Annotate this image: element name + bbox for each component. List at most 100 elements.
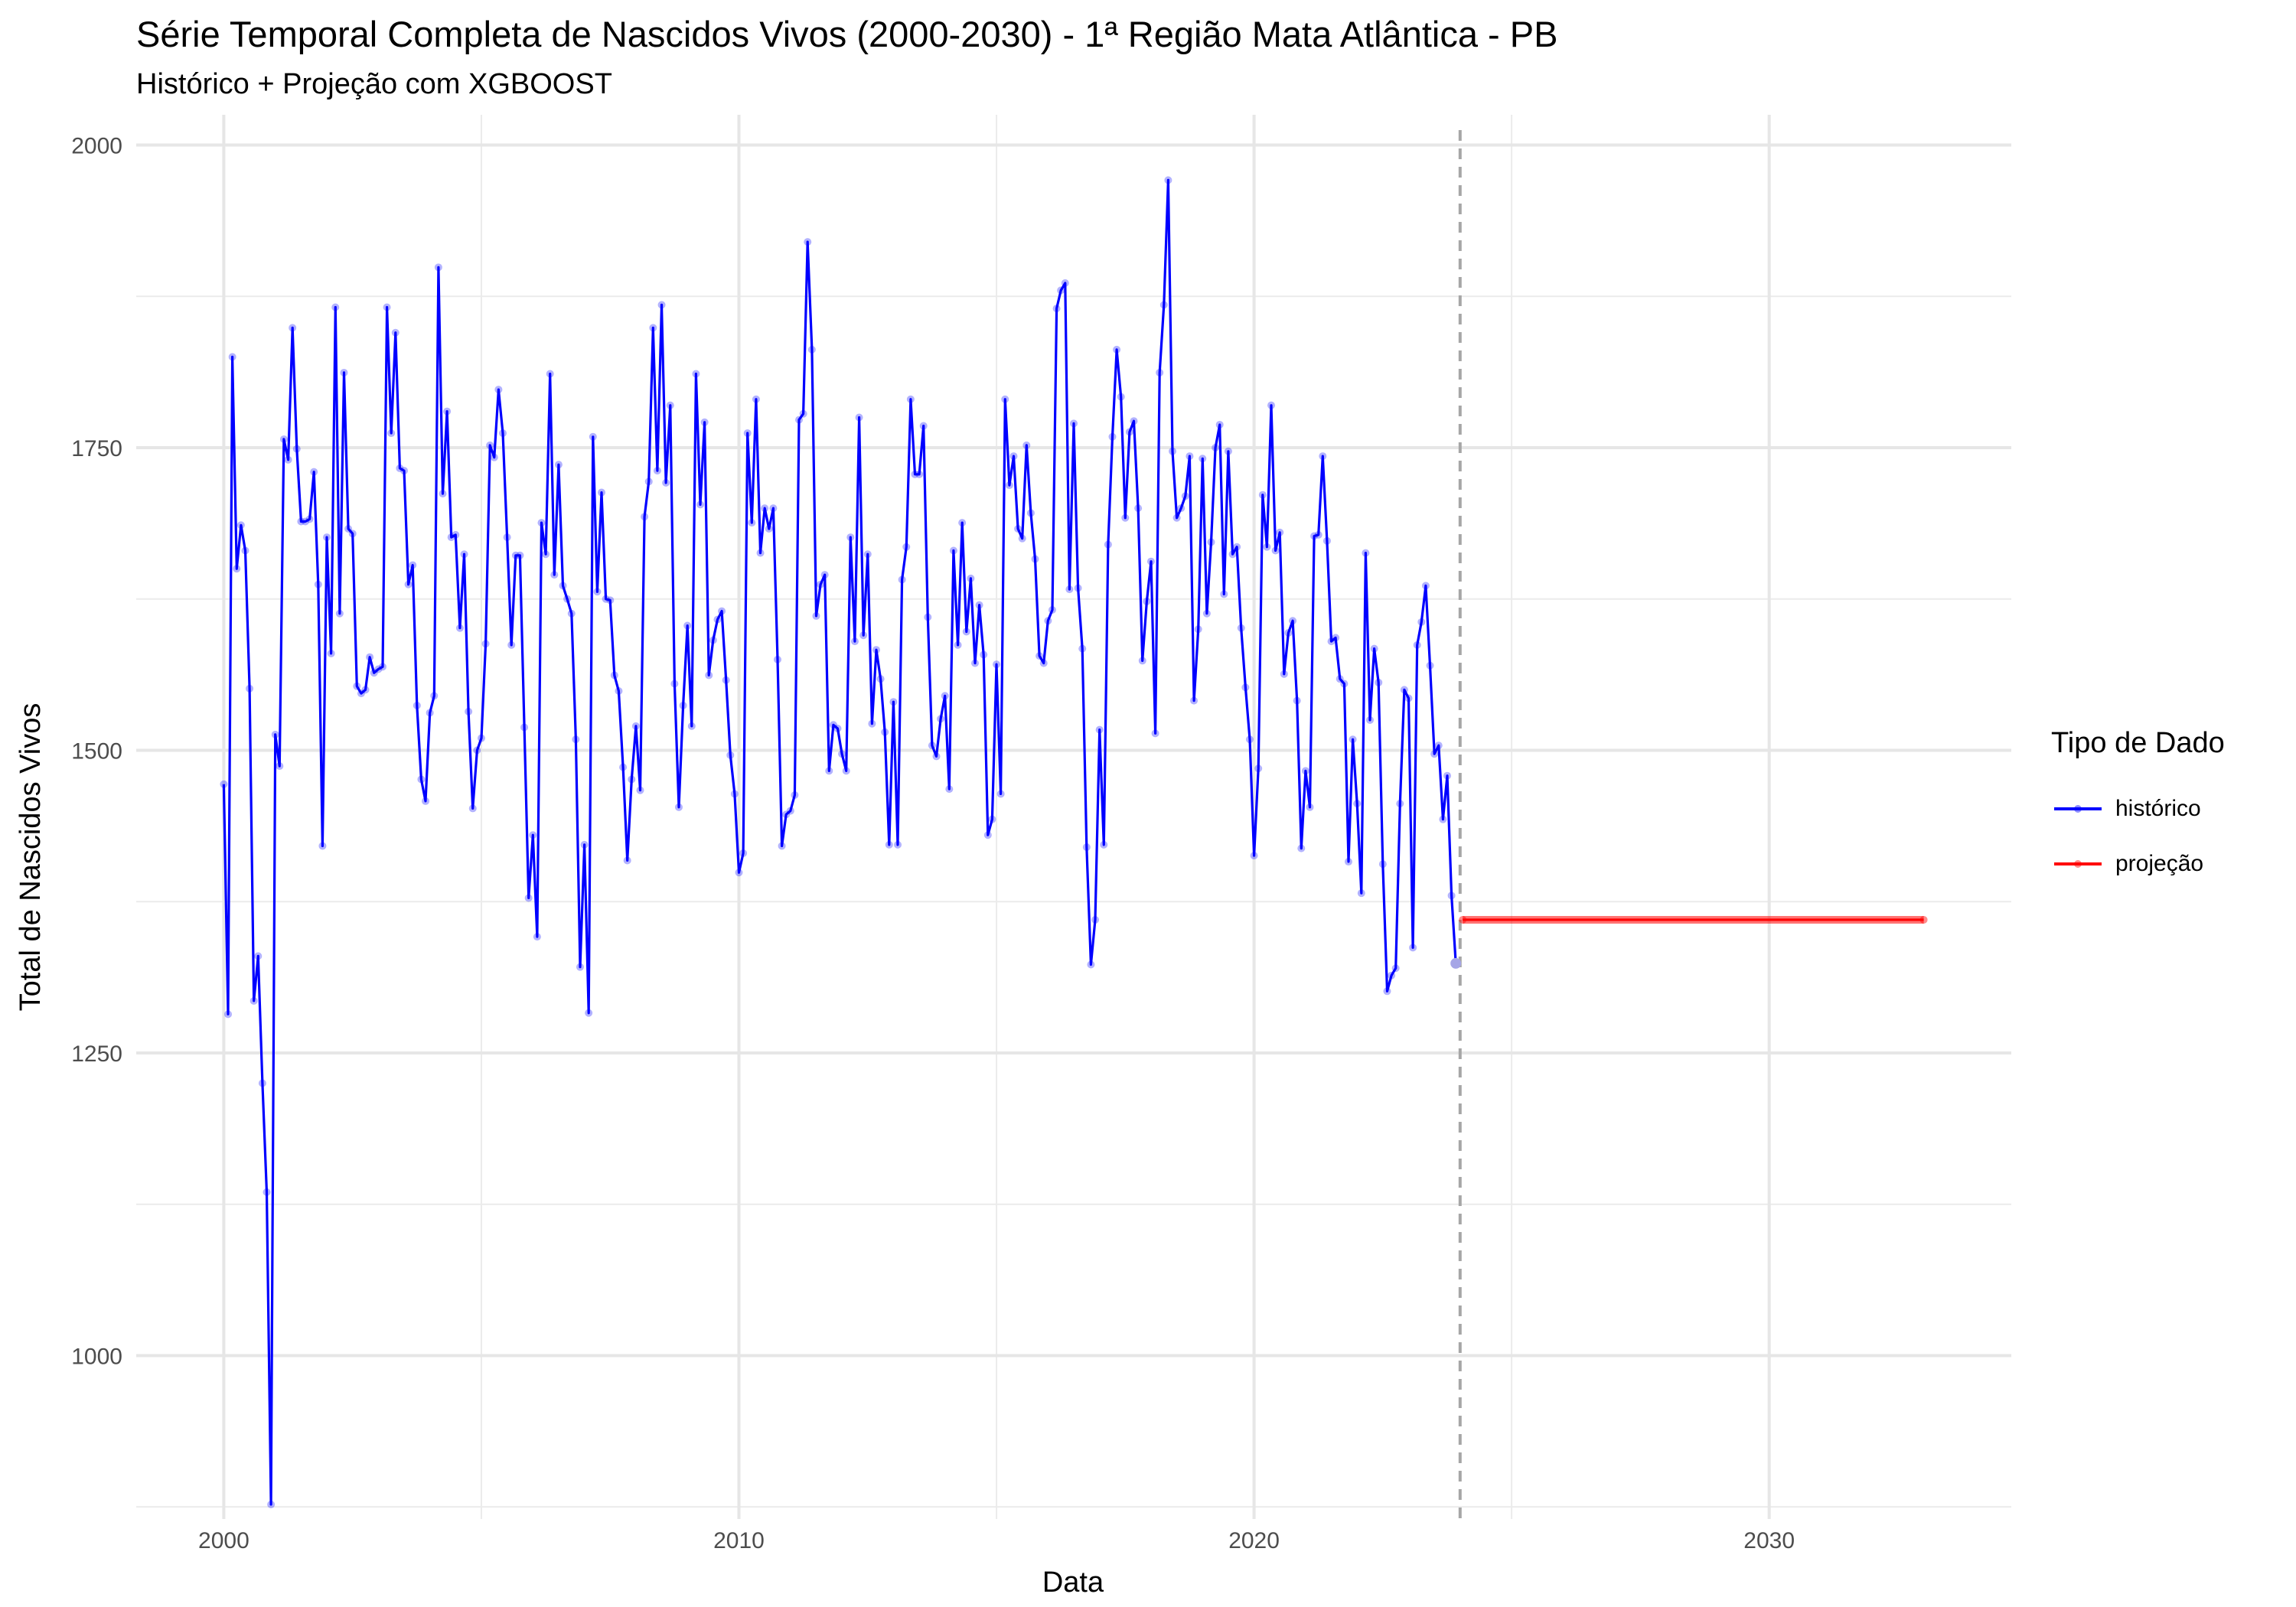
data-point-historico <box>1366 715 1375 724</box>
data-point-historico <box>705 671 713 680</box>
data-point-historico <box>958 519 967 527</box>
data-point-historico <box>254 952 263 960</box>
data-point-historico <box>374 665 383 673</box>
legend-item-projecao: projeção <box>2051 836 2225 892</box>
data-point-historico <box>572 735 580 744</box>
data-point-historico <box>846 533 855 542</box>
data-point-historico <box>1370 644 1378 653</box>
data-point-historico <box>468 804 477 813</box>
data-point-historico <box>1121 513 1130 522</box>
data-point-historico <box>1267 401 1276 409</box>
data-point-historico <box>949 546 957 555</box>
data-point-historico <box>1263 543 1271 551</box>
data-point-historico <box>417 775 426 784</box>
data-point-historico <box>335 609 344 618</box>
data-point-historico <box>666 401 674 409</box>
data-point-historico <box>606 596 615 605</box>
data-point-historico <box>881 728 889 736</box>
data-point-historico <box>988 815 996 823</box>
data-point-historico <box>503 533 511 542</box>
data-point-historico <box>276 762 284 771</box>
data-point-historico <box>1417 618 1426 626</box>
chart-title: Série Temporal Completa de Nascidos Vivo… <box>136 14 1558 54</box>
data-point-historico <box>554 461 563 469</box>
data-point-historico <box>915 470 924 478</box>
data-point-historico <box>563 595 572 603</box>
data-point-historico <box>533 933 541 941</box>
legend: Tipo de Dado histórico projeção <box>2051 727 2225 892</box>
data-point-historico <box>1258 491 1267 499</box>
legend-label-projecao: projeção <box>2115 851 2204 876</box>
data-point-historico <box>683 621 692 630</box>
x-tick-label: 2000 <box>198 1528 249 1553</box>
data-point-historico <box>1100 840 1108 849</box>
data-point-historico <box>1074 584 1082 592</box>
x-axis-ticks: 2000 2010 2020 2030 <box>198 1528 1795 1553</box>
data-point-historico <box>310 468 318 476</box>
data-point-historico <box>876 675 885 683</box>
data-point-historico <box>1143 597 1151 605</box>
data-point-historico <box>872 646 880 654</box>
data-point-historico <box>1082 843 1091 852</box>
data-point-historico <box>1332 634 1340 642</box>
data-point-historico <box>297 517 305 526</box>
data-point-historico <box>1241 683 1250 692</box>
data-point-historico <box>271 730 279 738</box>
data-point-historico <box>761 504 769 513</box>
y-axis-title: Total de Nascidos Vivos <box>15 703 47 1012</box>
data-point-historico <box>1443 771 1451 780</box>
data-point-historico <box>1186 452 1194 461</box>
data-point-historico <box>1362 549 1370 557</box>
data-point-historico <box>722 676 730 684</box>
data-point-historico <box>1276 528 1284 536</box>
data-point-historico <box>1199 455 1207 463</box>
data-point-historico <box>263 1188 271 1196</box>
data-point-historico <box>829 721 837 729</box>
data-point-historico <box>855 413 863 422</box>
legend-key-projecao <box>2054 860 2102 868</box>
legend-item-historico: histórico <box>2051 781 2225 836</box>
data-point-historico <box>726 751 735 759</box>
data-point-historico <box>1400 686 1408 694</box>
data-point-historico <box>928 742 936 750</box>
data-point-historico <box>906 395 915 403</box>
data-point-historico <box>1164 176 1172 184</box>
data-point-historico <box>292 445 301 453</box>
data-point-historico <box>628 775 636 784</box>
data-point-historico <box>993 660 1001 669</box>
data-point-historico <box>889 698 898 706</box>
data-point-historico <box>327 649 335 657</box>
data-point-historico <box>370 669 378 677</box>
data-point-historico <box>400 467 408 475</box>
data-point-historico <box>246 684 254 693</box>
data-point-historico <box>868 719 876 728</box>
data-point-historico <box>452 530 460 539</box>
data-point-historico <box>585 1009 593 1017</box>
last-historical-point <box>1450 957 1462 969</box>
data-point-historico <box>674 803 683 811</box>
data-point-historico <box>1404 694 1413 702</box>
data-point-historico <box>477 734 485 742</box>
data-point-historico <box>657 301 666 309</box>
data-point-historico <box>236 521 245 530</box>
data-point-historico <box>825 767 833 775</box>
data-point-historico <box>443 407 452 416</box>
data-point-historico <box>954 641 962 649</box>
data-point-historico <box>1130 417 1138 425</box>
data-point-historico <box>520 723 529 732</box>
data-point-historico <box>636 786 644 794</box>
data-point-historico <box>1177 504 1186 513</box>
data-point-historico <box>687 722 696 730</box>
data-point-historico <box>709 636 717 644</box>
data-point-historico <box>1383 987 1391 996</box>
data-point-historico <box>1306 803 1314 811</box>
series-lines <box>222 178 1924 1506</box>
data-point-historico <box>598 488 606 497</box>
data-point-historico <box>769 504 778 513</box>
data-point-historico <box>807 345 816 354</box>
data-point-historico <box>1031 555 1039 563</box>
data-point-historico <box>511 551 520 559</box>
data-point-historico <box>490 453 498 461</box>
data-point-historico <box>589 432 597 441</box>
